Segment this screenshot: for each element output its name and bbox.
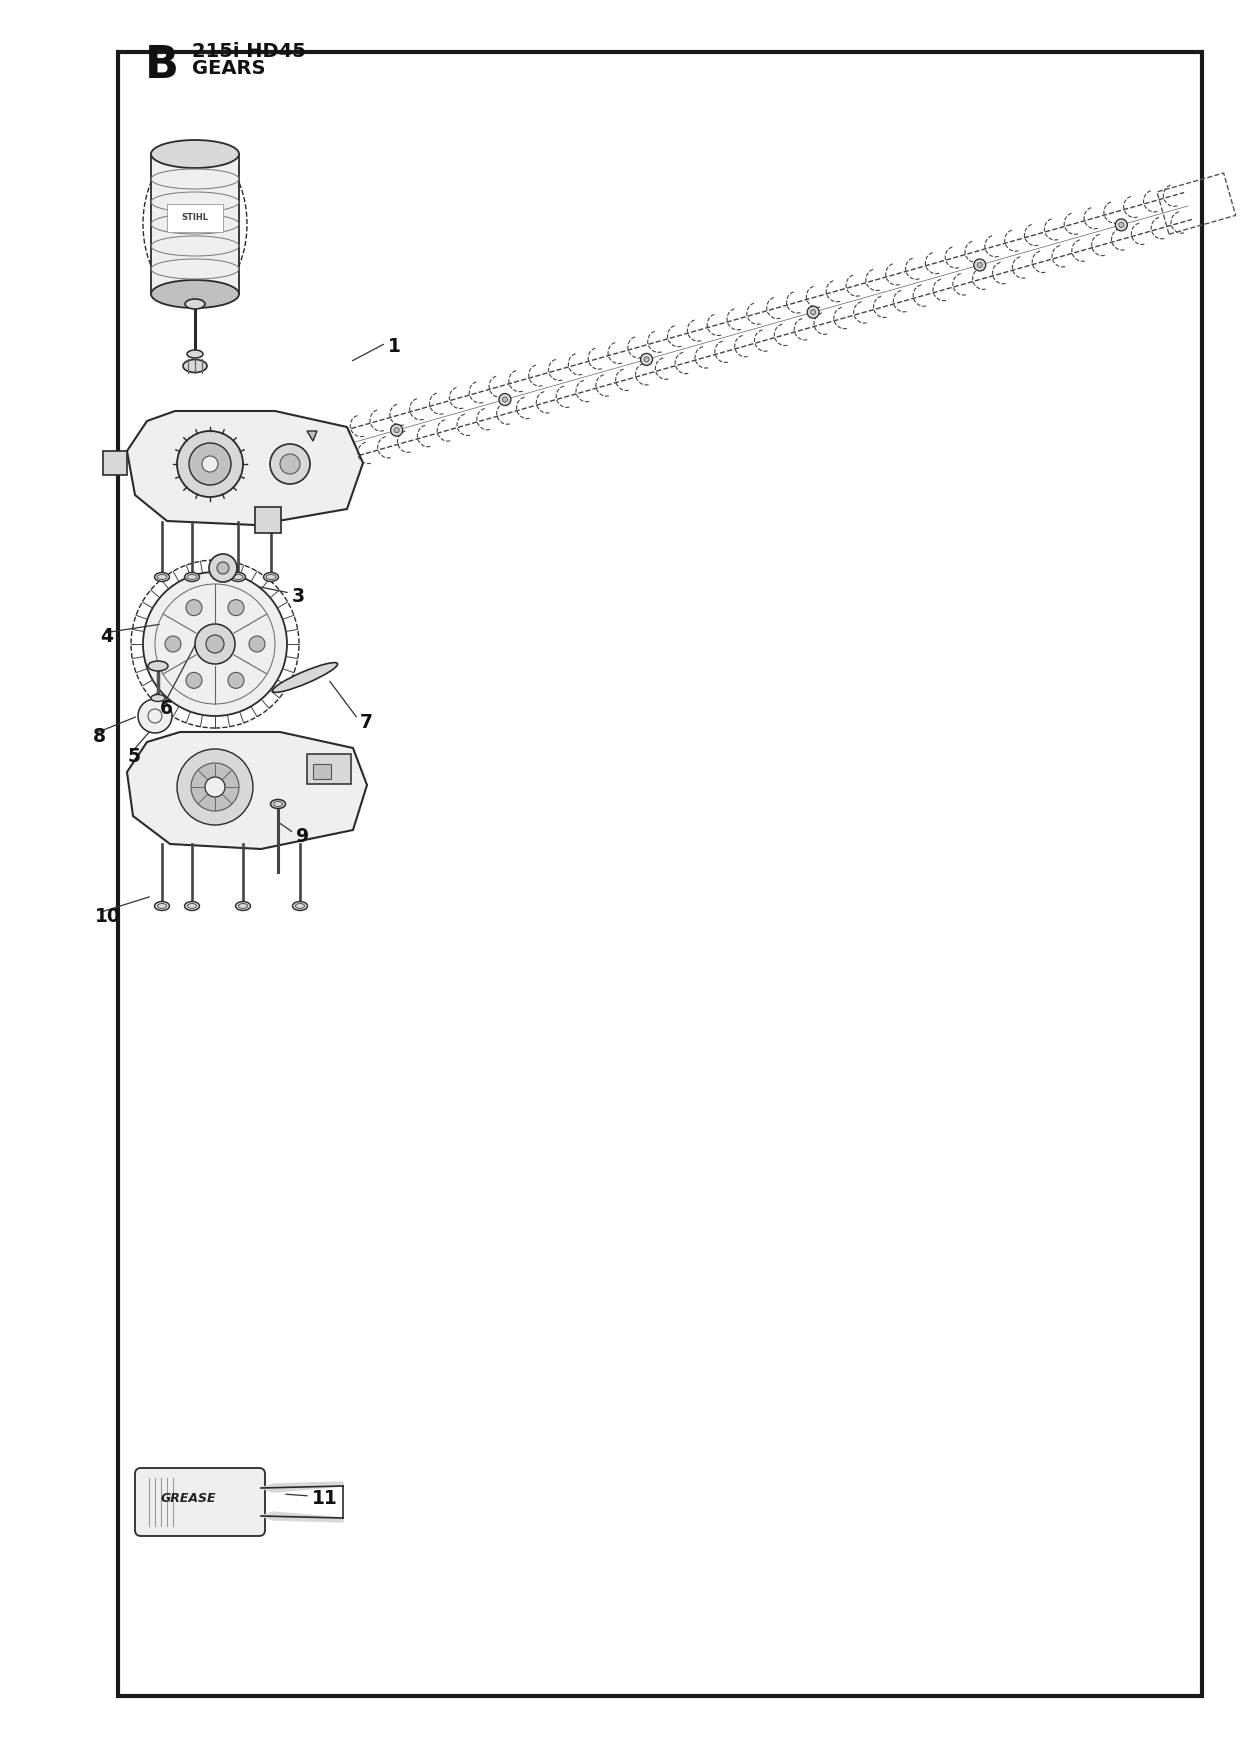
Circle shape bbox=[228, 600, 244, 616]
Text: GEARS: GEARS bbox=[192, 60, 265, 77]
FancyBboxPatch shape bbox=[135, 1468, 265, 1537]
Circle shape bbox=[186, 600, 202, 616]
Circle shape bbox=[498, 393, 511, 405]
Circle shape bbox=[210, 554, 237, 582]
Text: 7: 7 bbox=[360, 712, 373, 731]
Circle shape bbox=[280, 454, 300, 474]
Circle shape bbox=[188, 444, 231, 486]
Polygon shape bbox=[260, 1482, 343, 1493]
Ellipse shape bbox=[236, 902, 250, 910]
Text: 6: 6 bbox=[160, 700, 174, 719]
Circle shape bbox=[217, 561, 229, 574]
Circle shape bbox=[973, 260, 986, 272]
Circle shape bbox=[165, 637, 181, 652]
Circle shape bbox=[1115, 219, 1127, 232]
Circle shape bbox=[195, 624, 236, 665]
Circle shape bbox=[177, 431, 243, 496]
Circle shape bbox=[206, 635, 224, 652]
Polygon shape bbox=[151, 154, 239, 295]
Circle shape bbox=[249, 637, 265, 652]
Circle shape bbox=[1118, 223, 1123, 228]
Ellipse shape bbox=[270, 800, 285, 809]
Ellipse shape bbox=[273, 663, 337, 693]
Ellipse shape bbox=[151, 140, 239, 168]
Bar bbox=[103, 451, 126, 475]
Ellipse shape bbox=[151, 695, 165, 702]
Bar bbox=[255, 507, 281, 533]
Text: 8: 8 bbox=[93, 726, 105, 745]
Ellipse shape bbox=[151, 281, 239, 309]
Text: 3: 3 bbox=[291, 586, 305, 605]
Polygon shape bbox=[308, 431, 317, 440]
Bar bbox=[312, 765, 331, 779]
Bar bbox=[308, 754, 351, 784]
Circle shape bbox=[977, 263, 982, 268]
Circle shape bbox=[391, 424, 403, 437]
Ellipse shape bbox=[155, 572, 170, 582]
Text: 10: 10 bbox=[95, 907, 120, 926]
Circle shape bbox=[807, 307, 820, 317]
Circle shape bbox=[644, 356, 649, 361]
Ellipse shape bbox=[263, 572, 279, 582]
Circle shape bbox=[202, 456, 218, 472]
Circle shape bbox=[191, 763, 239, 810]
Text: B: B bbox=[145, 44, 179, 88]
Ellipse shape bbox=[185, 902, 200, 910]
Polygon shape bbox=[126, 410, 363, 524]
Circle shape bbox=[394, 428, 399, 433]
Ellipse shape bbox=[148, 661, 167, 672]
Text: 9: 9 bbox=[296, 826, 309, 845]
Ellipse shape bbox=[185, 298, 205, 309]
Ellipse shape bbox=[187, 351, 203, 358]
Circle shape bbox=[228, 672, 244, 688]
Text: 5: 5 bbox=[128, 747, 141, 765]
Circle shape bbox=[143, 572, 286, 716]
Circle shape bbox=[270, 444, 310, 484]
Ellipse shape bbox=[293, 902, 308, 910]
Text: 215i HD45: 215i HD45 bbox=[192, 42, 306, 61]
Polygon shape bbox=[126, 731, 367, 849]
Bar bbox=[118, 53, 1202, 1696]
Text: GREASE: GREASE bbox=[160, 1491, 216, 1505]
Circle shape bbox=[205, 777, 224, 796]
Circle shape bbox=[186, 672, 202, 688]
Bar bbox=[167, 203, 223, 232]
Ellipse shape bbox=[155, 902, 170, 910]
Circle shape bbox=[502, 396, 507, 402]
Text: STIHL: STIHL bbox=[181, 212, 208, 221]
Ellipse shape bbox=[231, 572, 246, 582]
Circle shape bbox=[641, 353, 652, 365]
Text: 4: 4 bbox=[100, 626, 113, 645]
Text: 11: 11 bbox=[312, 1489, 337, 1508]
Circle shape bbox=[138, 700, 172, 733]
Circle shape bbox=[177, 749, 253, 824]
Ellipse shape bbox=[184, 360, 207, 372]
Polygon shape bbox=[260, 1512, 343, 1522]
Circle shape bbox=[811, 310, 816, 314]
Ellipse shape bbox=[185, 572, 200, 582]
Text: 1: 1 bbox=[388, 337, 401, 356]
